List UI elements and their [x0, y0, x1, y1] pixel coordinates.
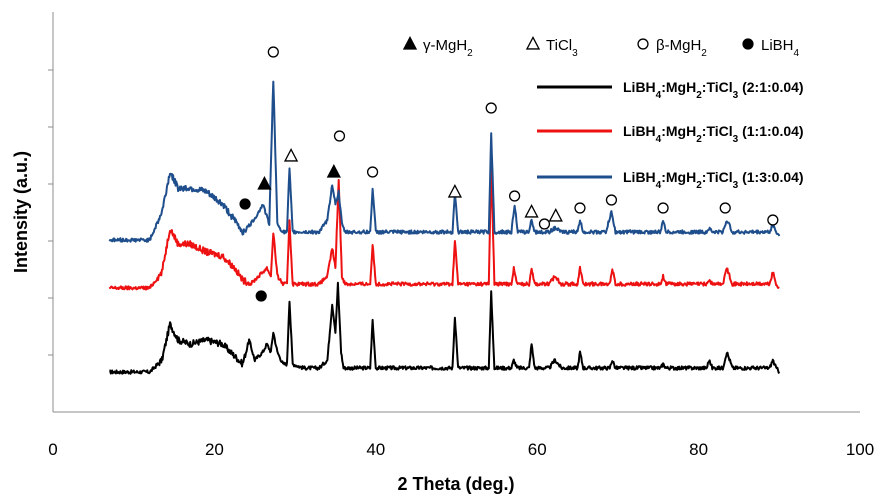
- open-circle-icon: [605, 194, 618, 206]
- filled-circle-icon: [255, 290, 267, 302]
- open-circle-icon: [719, 202, 731, 214]
- series-legend-item: LiBH4:MgH2:TiCl3 (2:1:0.04): [537, 79, 804, 101]
- phase-marker: [657, 202, 669, 214]
- phase-marker: [719, 202, 731, 214]
- open-circle-icon: [366, 166, 379, 178]
- marker-legend-item: TiCl3: [525, 35, 578, 59]
- filled-triangle-icon: [326, 163, 341, 178]
- phase-marker: [326, 163, 341, 178]
- x-tick-label: 0: [48, 440, 57, 459]
- filled-circle-icon: [239, 198, 251, 210]
- marker-legend-label: LiBH4: [761, 37, 800, 59]
- phase-marker: [239, 198, 251, 210]
- legend-label: LiBH4:MgH2:TiCl3 (1:3:0.04): [623, 169, 804, 191]
- open-circle-icon: [767, 214, 779, 226]
- marker-legend-label: γ-MgH2: [423, 37, 473, 59]
- phase-marker: [255, 290, 267, 302]
- phase-marker: [366, 166, 379, 178]
- open-circle-icon: [538, 218, 551, 230]
- phase-marker: [333, 130, 346, 142]
- x-tick-label: 60: [528, 440, 547, 459]
- open-triangle-icon: [283, 147, 299, 162]
- x-tick-label: 20: [205, 440, 224, 459]
- phase-marker: [509, 190, 521, 202]
- phase-marker: [524, 203, 539, 218]
- phase-marker: [548, 207, 563, 222]
- phase-marker: [257, 175, 272, 190]
- open-circle-icon: [485, 102, 497, 114]
- filled-circle-icon: [742, 38, 754, 50]
- marker-legend-item: β-MgH2: [637, 37, 707, 59]
- phase-marker-layer: [239, 46, 779, 302]
- open-triangle-icon: [524, 203, 539, 218]
- phase-marker: [447, 183, 463, 198]
- marker-legend-item: γ-MgH2: [402, 35, 473, 59]
- series-legend-item: LiBH4:MgH2:TiCl3 (1:1:0.04): [537, 123, 804, 145]
- x-tick-label: 100: [846, 440, 874, 459]
- x-tick-labels: 0 20 40 60 80 100: [48, 440, 874, 459]
- phase-marker: [574, 202, 586, 214]
- phase-marker: [485, 102, 497, 114]
- axes: 0 20 40 60 80 100: [48, 12, 874, 459]
- filled-triangle-icon: [402, 35, 418, 50]
- y-ticks: [48, 69, 53, 356]
- open-circle-icon: [574, 202, 586, 214]
- phase-marker: [538, 218, 551, 230]
- series-line: [109, 281, 781, 375]
- open-circle-icon: [637, 38, 649, 50]
- open-triangle-icon: [447, 183, 463, 198]
- open-circle-icon: [267, 46, 279, 58]
- phase-marker: [767, 214, 779, 226]
- marker-legend-item: LiBH4: [742, 37, 800, 59]
- series-line: [108, 80, 781, 243]
- y-axis-title: Intensity (a.u.): [11, 151, 31, 273]
- open-circle-icon: [333, 130, 346, 142]
- open-triangle-icon: [525, 35, 541, 50]
- legend-label: LiBH4:MgH2:TiCl3 (2:1:0.04): [623, 79, 804, 101]
- open-circle-icon: [509, 190, 521, 202]
- phase-marker: [283, 147, 299, 162]
- legend-label: LiBH4:MgH2:TiCl3 (1:1:0.04): [623, 123, 804, 145]
- marker-legend-label: TiCl3: [546, 37, 578, 59]
- x-tick-label: 80: [689, 440, 708, 459]
- open-circle-icon: [657, 202, 669, 214]
- x-axis-title: 2 Theta (deg.): [397, 474, 514, 494]
- series-legend-item: LiBH4:MgH2:TiCl3 (1:3:0.04): [537, 169, 804, 191]
- marker-legend: γ-MgH2 TiCl3 β-MgH2 LiBH4: [402, 35, 800, 59]
- filled-triangle-icon: [257, 175, 272, 190]
- x-tick-label: 40: [366, 440, 385, 459]
- phase-marker: [267, 46, 279, 58]
- phase-marker: [605, 194, 618, 206]
- marker-legend-label: β-MgH2: [656, 37, 707, 59]
- series-layer: [108, 80, 781, 375]
- open-triangle-icon: [548, 207, 563, 222]
- series-legend: LiBH4:MgH2:TiCl3 (2:1:0.04) LiBH4:MgH2:Ti…: [537, 79, 804, 191]
- series-line: [108, 163, 780, 291]
